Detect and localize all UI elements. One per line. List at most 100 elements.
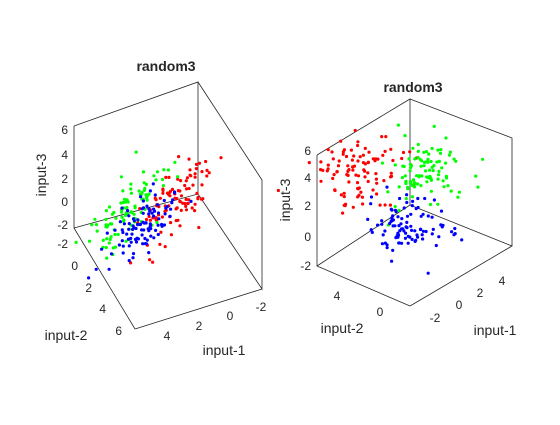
data-point [179, 179, 183, 183]
data-point [409, 212, 413, 216]
data-point [474, 174, 478, 178]
data-point [419, 184, 423, 188]
data-point [371, 157, 375, 161]
data-point [366, 217, 370, 221]
data-point [141, 206, 146, 210]
data-point [374, 172, 378, 176]
data-point [114, 216, 118, 220]
data-point [104, 217, 108, 221]
data-point [138, 222, 143, 226]
data-point [389, 147, 393, 151]
data-point [154, 217, 158, 221]
data-point [431, 227, 435, 231]
data-point [401, 150, 406, 155]
data-point [375, 181, 379, 185]
data-point [358, 155, 362, 159]
data-point [154, 178, 158, 182]
data-point [341, 150, 345, 154]
data-point [193, 172, 197, 176]
left-y-ticks: -2 0 2 4 6 [57, 237, 122, 338]
right-x-tick: 4 [499, 274, 506, 288]
data-point [349, 148, 353, 152]
data-point [179, 208, 183, 212]
data-point [351, 205, 355, 209]
data-point [426, 214, 430, 218]
data-point [331, 176, 335, 181]
right-y-label: input-2 [321, 320, 364, 336]
data-point [144, 182, 148, 186]
data-point [424, 169, 428, 173]
data-point [126, 209, 130, 213]
data-point [143, 186, 147, 190]
left-z-tick: -2 [57, 218, 68, 232]
data-point [414, 182, 418, 186]
data-point [151, 260, 155, 264]
data-point [174, 219, 178, 223]
data-point [148, 209, 152, 213]
data-point [394, 236, 398, 240]
data-point [93, 217, 97, 221]
data-point [87, 276, 91, 280]
data-point [430, 232, 434, 236]
data-point [127, 214, 131, 218]
data-point [131, 256, 135, 260]
data-point [326, 148, 330, 152]
data-point [404, 197, 408, 201]
data-point [319, 160, 323, 164]
data-point [90, 223, 94, 227]
data-point [438, 151, 443, 155]
data-point [147, 251, 151, 255]
right-box-left-wall [316, 155, 411, 307]
data-point [161, 191, 165, 195]
data-point [174, 207, 178, 211]
data-point [436, 177, 440, 181]
data-point [113, 245, 118, 249]
data-point [104, 223, 108, 227]
data-point [436, 202, 440, 206]
data-point [380, 242, 384, 246]
data-point [450, 230, 454, 234]
data-point [352, 164, 357, 168]
data-point [380, 161, 384, 165]
data-point [427, 152, 431, 156]
data-point [207, 171, 211, 175]
data-point [416, 155, 420, 160]
data-point [400, 176, 404, 180]
data-point [369, 228, 373, 232]
data-point [105, 256, 109, 260]
data-point [414, 207, 418, 211]
data-point [165, 205, 169, 209]
left-y-tick: -2 [57, 237, 68, 251]
data-point [409, 224, 413, 228]
data-point [457, 190, 461, 194]
data-point [184, 197, 188, 201]
data-point [187, 157, 191, 161]
data-point [405, 220, 409, 224]
data-point [107, 241, 111, 245]
data-point [424, 160, 428, 164]
data-point [194, 167, 198, 171]
data-point [127, 222, 131, 226]
data-point [390, 219, 394, 223]
data-point [170, 187, 175, 191]
data-point [105, 231, 109, 235]
data-point [120, 210, 124, 214]
right-z-tick: -2 [300, 259, 311, 273]
data-point [120, 239, 124, 243]
data-point [145, 196, 149, 200]
data-point [403, 236, 407, 240]
data-point [197, 225, 201, 230]
data-point [105, 237, 109, 241]
data-point [190, 206, 194, 210]
data-point [389, 207, 393, 211]
data-point [439, 223, 443, 227]
data-point [382, 179, 386, 183]
data-point [390, 216, 394, 220]
data-point [120, 215, 124, 219]
data-point [380, 222, 384, 226]
data-point [403, 174, 407, 178]
data-point [167, 175, 171, 179]
data-point [136, 237, 140, 241]
data-point [401, 227, 405, 231]
data-point [152, 236, 156, 240]
